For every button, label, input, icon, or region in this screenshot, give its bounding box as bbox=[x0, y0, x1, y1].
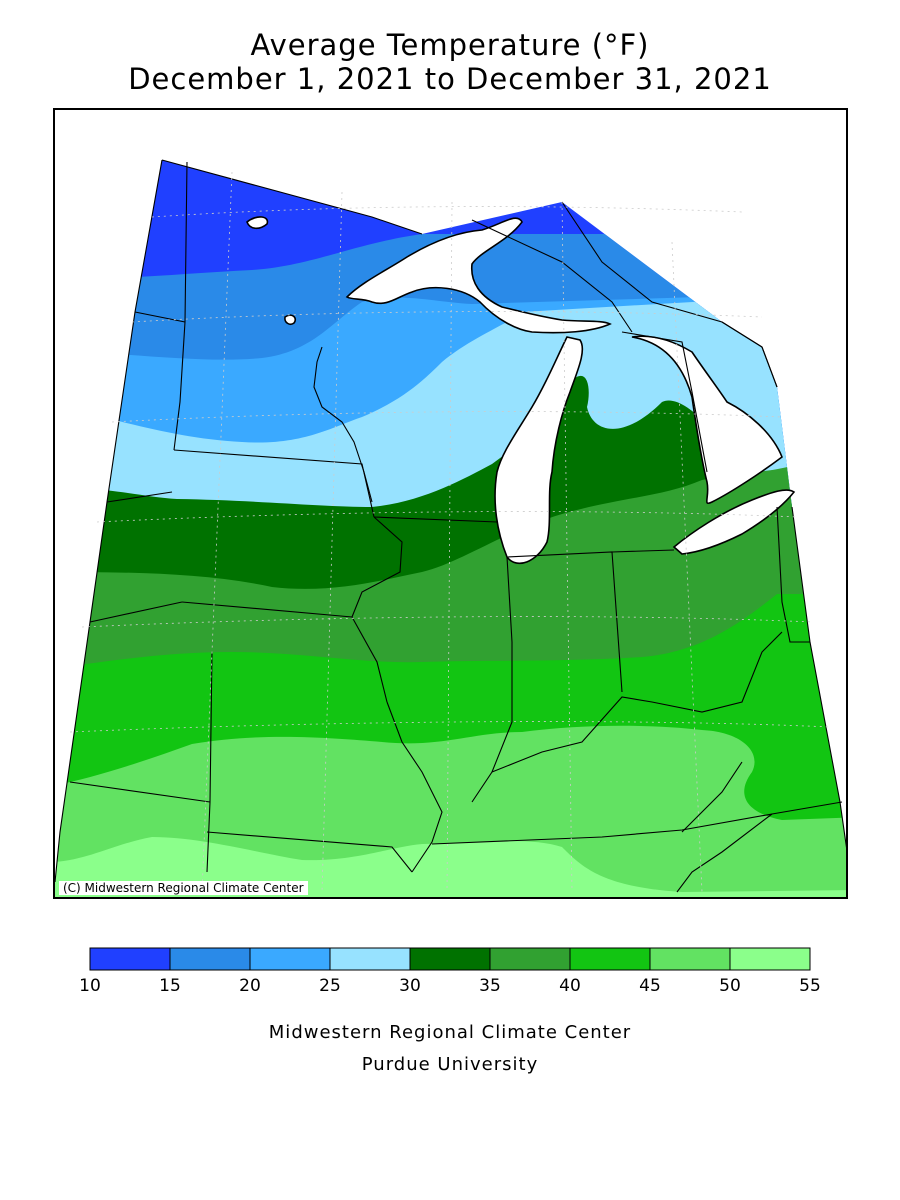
lake-michigan bbox=[494, 336, 584, 565]
boundary-wi-il bbox=[373, 516, 498, 523]
boundary-canada bbox=[561, 201, 778, 388]
lat-lon-grid bbox=[69, 171, 831, 893]
legend-label-10: 10 bbox=[79, 976, 101, 996]
boundary-dakotas bbox=[69, 311, 211, 803]
legend-label-50: 50 bbox=[719, 976, 741, 996]
grid-lat-4 bbox=[96, 511, 798, 523]
boundary-ky-tn bbox=[431, 801, 843, 845]
boundary-ohio-river bbox=[491, 631, 783, 773]
legend-label-55: 55 bbox=[799, 976, 821, 996]
great-lakes bbox=[246, 216, 796, 565]
legend-label-15: 15 bbox=[159, 976, 181, 996]
map-copyright: (C) Midwestern Regional Climate Center bbox=[59, 881, 308, 895]
color-legend bbox=[89, 947, 811, 971]
legend-swatch-20-25 bbox=[249, 947, 331, 971]
grid-lon-5 bbox=[671, 241, 703, 893]
legend-swatch-45-50 bbox=[649, 947, 731, 971]
legend-label-40: 40 bbox=[559, 976, 581, 996]
map-date-range: December 1, 2021 to December 31, 2021 bbox=[128, 62, 772, 96]
legend-swatch-10-15 bbox=[89, 947, 171, 971]
legend-label-20: 20 bbox=[239, 976, 261, 996]
lake-huron bbox=[631, 335, 783, 504]
map-frame: (C) Midwestern Regional Climate Center bbox=[53, 108, 848, 899]
boundary-mn-ia bbox=[173, 449, 375, 518]
grid-lat-5 bbox=[81, 616, 813, 628]
grid-lat-1 bbox=[151, 206, 743, 218]
legend-swatch-50-55 bbox=[729, 947, 811, 971]
boundary-mo-il bbox=[386, 701, 443, 873]
lake-nipigon bbox=[284, 314, 297, 325]
grid-lat-6 bbox=[69, 721, 831, 733]
grid-lon-3 bbox=[446, 201, 453, 893]
grid-lon-4 bbox=[561, 201, 573, 893]
boundary-ia-south bbox=[181, 601, 353, 618]
boundary-mn-west bbox=[173, 161, 188, 451]
boundary-mi-upper bbox=[471, 219, 708, 473]
credit-university: Purdue University bbox=[361, 1054, 539, 1075]
legend-label-45: 45 bbox=[639, 976, 661, 996]
boundary-oh-east bbox=[611, 506, 810, 643]
state-boundaries bbox=[55, 159, 846, 893]
temperature-map bbox=[55, 159, 846, 897]
legend-swatch-40-45 bbox=[569, 947, 651, 971]
boundary-ky-east bbox=[676, 761, 773, 893]
legend-swatch-30-35 bbox=[409, 947, 491, 971]
lake-erie bbox=[672, 489, 796, 555]
map-title: Average Temperature (°F) bbox=[250, 28, 650, 62]
grid-lat-2 bbox=[131, 311, 763, 323]
lake-winnipeg bbox=[246, 216, 269, 230]
boundary-ia-il bbox=[351, 516, 403, 703]
legend-label-35: 35 bbox=[479, 976, 501, 996]
grid-lon-2 bbox=[321, 191, 343, 893]
grid-lon-1 bbox=[201, 171, 233, 893]
lake-superior bbox=[345, 217, 612, 334]
legend-label-25: 25 bbox=[319, 976, 341, 996]
boundary-mo-south bbox=[206, 831, 413, 873]
credit-organization: Midwestern Regional Climate Center bbox=[268, 1022, 632, 1043]
legend-swatch-35-40 bbox=[489, 947, 571, 971]
boundary-il-in bbox=[471, 556, 513, 803]
legend-swatch-15-20 bbox=[169, 947, 251, 971]
legend-label-30: 30 bbox=[399, 976, 421, 996]
legend-swatch-25-30 bbox=[329, 947, 411, 971]
